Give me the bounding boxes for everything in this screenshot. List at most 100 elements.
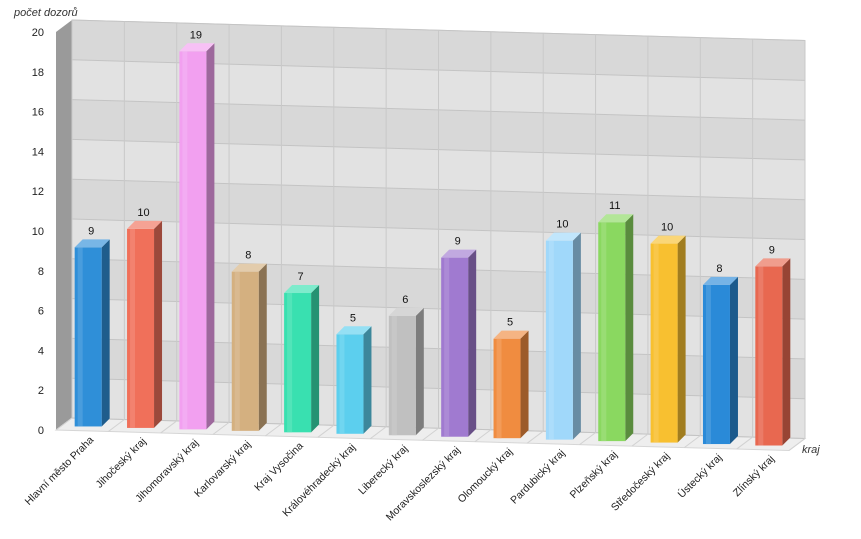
y-tick-label: 20 <box>32 27 44 39</box>
bar-side <box>363 326 372 434</box>
y-axis-ticks: 0 2 4 6 8 10 12 14 16 18 20 <box>32 27 44 437</box>
bar-side <box>415 307 424 436</box>
y-tick-label: 14 <box>32 146 44 158</box>
floor-divider <box>160 420 178 434</box>
bar <box>702 276 738 445</box>
bar <box>231 263 267 431</box>
floor-divider <box>212 421 230 435</box>
x-tick-label: Olomoucký kraj <box>456 446 516 506</box>
floor-divider <box>788 438 806 451</box>
bar-top <box>336 326 372 335</box>
floor-divider <box>422 427 439 441</box>
bar-side <box>311 285 320 433</box>
bar <box>388 307 424 436</box>
data-label: 8 <box>245 250 251 262</box>
bar-top <box>493 330 529 339</box>
bar-side <box>520 330 529 439</box>
x-tick-label: Karlovarský kraj <box>192 438 253 499</box>
bar <box>179 43 215 430</box>
x-tick-label: Liberecký kraj <box>356 443 410 497</box>
bar-highlight <box>496 338 502 439</box>
bar-top <box>702 276 738 285</box>
bar <box>493 330 529 439</box>
floor-divider <box>317 424 335 438</box>
y-tick-label: 16 <box>32 107 44 119</box>
bar-side <box>101 239 110 427</box>
data-label: 5 <box>350 312 356 324</box>
data-label: 7 <box>298 271 304 283</box>
y-tick-label: 12 <box>32 186 44 198</box>
bar <box>650 235 686 443</box>
x-tick-label: Jihočeský kraj <box>94 436 149 491</box>
bars <box>74 43 791 446</box>
bar-top <box>598 214 634 223</box>
floor-divider <box>526 430 544 444</box>
y-axis-title: počet dozorů <box>13 7 78 19</box>
bar-highlight <box>653 243 659 443</box>
bar <box>598 214 634 442</box>
bar-highlight <box>77 247 83 427</box>
bar-highlight <box>758 266 764 446</box>
x-tick-label: Kraj Vysočina <box>252 440 306 494</box>
data-label: 10 <box>137 207 149 219</box>
floor-divider <box>579 432 596 446</box>
y-tick-label: 8 <box>38 266 44 278</box>
data-label: 8 <box>716 263 722 275</box>
x-tick-label: Ústecký kraj <box>675 451 725 501</box>
x-tick-label: Pardubický kraj <box>508 447 567 506</box>
x-tick-label: Hlavní město Praha <box>23 434 97 508</box>
data-label: 6 <box>402 294 408 306</box>
y-tick-label: 4 <box>38 345 44 357</box>
bar-highlight <box>391 315 397 436</box>
bar-side <box>468 249 477 437</box>
bar-side <box>206 43 215 430</box>
floor-divider <box>683 435 701 448</box>
floor-divider <box>736 436 753 450</box>
bar <box>755 258 791 446</box>
floor-divider <box>369 426 387 440</box>
bar-highlight <box>234 271 240 431</box>
floor-divider <box>265 423 282 437</box>
data-label: 10 <box>661 222 673 234</box>
bar-side <box>572 232 581 440</box>
x-tick-label: Středočeský kraj <box>609 450 672 513</box>
bar-side <box>258 263 267 431</box>
bar-top <box>127 220 163 229</box>
bar <box>441 249 477 437</box>
bar-highlight <box>548 240 554 440</box>
bar-top <box>650 235 686 244</box>
bar-highlight <box>705 284 711 445</box>
bar-side <box>154 220 163 428</box>
data-labels: 9 10 19 8 7 5 6 9 5 10 11 10 8 9 <box>88 29 775 328</box>
y-tick-label: 18 <box>32 67 44 79</box>
bar <box>284 285 320 433</box>
bar-top <box>755 258 791 267</box>
bar-highlight <box>130 228 136 428</box>
bar-top <box>179 43 215 52</box>
bar-side <box>729 276 738 445</box>
data-label: 9 <box>88 225 94 237</box>
bar <box>74 239 110 427</box>
bar-highlight <box>182 51 188 430</box>
floor-divider <box>55 417 73 431</box>
bar <box>545 232 581 440</box>
bar-highlight <box>444 257 450 437</box>
bar-side <box>782 258 791 446</box>
floor-divider <box>631 433 649 447</box>
bar-top <box>388 307 424 316</box>
bar-top <box>284 285 320 294</box>
bar-side <box>625 214 634 442</box>
bar-top <box>441 249 477 258</box>
bar-highlight <box>601 222 607 442</box>
y-tick-label: 10 <box>32 226 44 238</box>
data-label: 11 <box>609 200 620 212</box>
y-tick-label: 6 <box>38 306 44 318</box>
y-tick-label: 2 <box>38 385 44 397</box>
bar-top <box>231 263 267 272</box>
bar-highlight <box>287 293 293 433</box>
bar-highlight <box>339 334 345 434</box>
bar-side <box>677 235 686 443</box>
data-label: 9 <box>455 236 461 248</box>
